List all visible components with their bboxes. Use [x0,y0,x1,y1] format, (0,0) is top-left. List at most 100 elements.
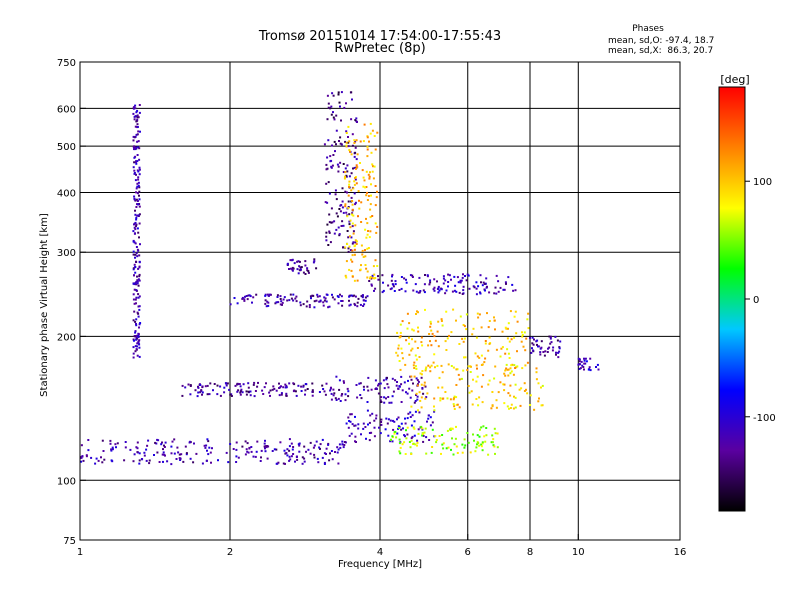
data-point [370,284,373,287]
data-point [379,399,382,402]
data-point [495,348,498,351]
data-point [279,298,282,300]
data-point [239,391,242,394]
data-point [459,279,462,282]
data-point [368,439,371,442]
data-point [271,450,274,452]
data-point [472,327,475,330]
data-point [510,338,513,341]
data-point [420,396,423,399]
data-point [462,369,465,372]
data-point [513,395,515,398]
data-point [268,294,270,297]
data-point [355,139,358,142]
data-point [133,172,136,175]
data-point [428,439,431,441]
data-point [330,386,332,389]
data-point [365,217,367,220]
data-point [330,221,333,224]
data-point [417,311,419,314]
data-point [283,449,286,452]
data-point [225,384,228,387]
data-point [175,458,178,460]
data-point [326,118,329,121]
data-point [137,334,140,337]
data-point [380,396,383,399]
data-point [325,182,328,185]
data-point [523,331,526,334]
data-point [236,302,239,305]
data-point [137,130,140,133]
data-point [449,428,451,431]
data-point [298,265,301,268]
data-point [401,357,404,360]
data-point [404,435,406,438]
grid-lines [80,62,680,540]
data-point [264,450,267,453]
data-point [491,404,494,407]
data-point [284,462,286,465]
data-point [135,187,138,190]
data-point [416,439,419,442]
data-point [318,300,321,303]
data-point [132,460,135,463]
data-point [298,442,301,445]
data-point [134,271,137,274]
data-point [332,154,335,156]
data-point [376,225,379,228]
data-point [418,391,421,394]
data-point [351,133,354,136]
data-point [420,336,423,339]
x-tick-label: 8 [527,547,533,558]
data-point [298,444,301,447]
data-point [285,384,288,387]
data-point [525,337,528,340]
data-point [306,300,309,303]
data-point [447,281,450,283]
data-point [235,441,238,444]
data-point [204,385,207,388]
data-point [367,247,370,249]
data-point [290,297,293,300]
data-point [291,266,294,269]
data-point [135,206,138,208]
data-point [371,129,374,132]
data-point [354,244,357,247]
data-point [558,347,561,350]
data-point [461,276,464,279]
data-point [134,253,137,256]
data-point [310,297,312,300]
data-point [137,176,140,179]
data-point [330,165,333,168]
data-point [356,279,359,282]
data-point [245,295,248,297]
data-point [527,312,530,315]
data-point [415,392,418,395]
data-point [189,440,192,443]
data-point [101,439,104,442]
data-point [444,279,447,282]
data-point [400,375,403,378]
data-point [348,185,350,188]
data-point [138,305,141,308]
data-point [347,136,349,138]
data-point [136,282,139,285]
data-point [429,322,432,325]
data-point [459,315,462,318]
data-point [465,328,468,331]
data-point [429,370,432,373]
data-point [134,298,137,301]
data-point [364,186,367,189]
data-point [387,386,390,389]
data-point [178,453,181,456]
data-point [103,458,106,461]
data-point [134,213,137,216]
data-point [134,256,136,259]
data-point [369,132,372,135]
data-point [347,206,350,208]
data-point [336,215,339,218]
data-point [138,254,141,257]
data-point [452,403,455,406]
data-point [325,163,328,166]
